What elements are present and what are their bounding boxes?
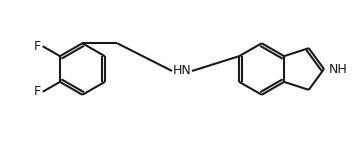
Text: HN: HN <box>173 64 191 78</box>
Text: F: F <box>34 85 41 98</box>
Text: F: F <box>34 40 41 53</box>
Text: NH: NH <box>329 62 348 76</box>
